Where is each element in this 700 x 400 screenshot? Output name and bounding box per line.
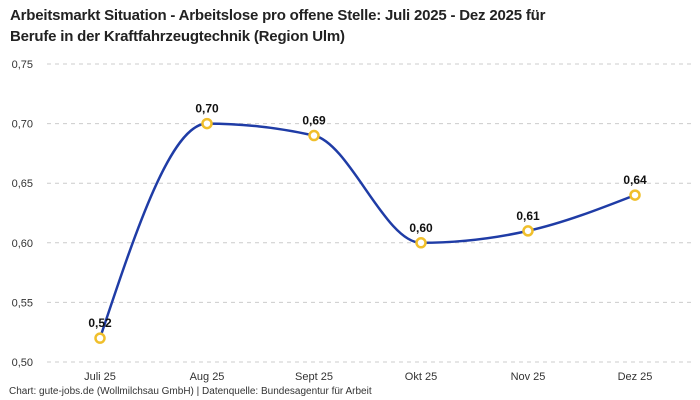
data-point-label: 0,69 xyxy=(302,114,326,128)
y-axis-tick-label: 0,75 xyxy=(12,59,33,71)
data-point-marker xyxy=(629,189,641,201)
x-axis-tick-label: Dez 25 xyxy=(618,371,653,383)
y-axis-tick-label: 0,60 xyxy=(12,238,33,250)
x-axis-tick-label: Juli 25 xyxy=(84,371,116,383)
chart-title-line2: Berufe in der Kraftfahrzeugtechnik (Regi… xyxy=(10,28,345,45)
chart-title-line1: Arbeitsmarkt Situation - Arbeitslose pro… xyxy=(10,7,546,24)
data-point-marker xyxy=(94,332,106,344)
y-axis-tick-label: 0,55 xyxy=(12,297,33,309)
x-axis-tick-label: Sept 25 xyxy=(295,371,333,383)
data-point-label: 0,61 xyxy=(516,209,540,223)
data-line xyxy=(98,122,637,340)
data-point-label: 0,52 xyxy=(88,316,112,330)
x-axis-tick-label: Okt 25 xyxy=(405,371,437,383)
data-point-marker xyxy=(522,225,534,237)
data-point-label: 0,70 xyxy=(195,102,219,116)
data-point-label: 0,60 xyxy=(409,221,433,235)
chart-title: Arbeitsmarkt Situation - Arbeitslose pro… xyxy=(10,5,690,47)
y-axis-tick-label: 0,65 xyxy=(12,178,33,190)
data-point-marker xyxy=(201,117,213,130)
data-point-marker xyxy=(415,237,427,249)
x-axis-tick-label: Nov 25 xyxy=(511,371,546,383)
y-axis-tick-label: 0,70 xyxy=(12,119,33,131)
data-point-label: 0,64 xyxy=(623,173,647,187)
data-point-marker xyxy=(308,129,320,142)
chart-footer: Chart: gute-jobs.de (Wollmilchsau GmbH) … xyxy=(9,386,372,397)
x-axis-tick-label: Aug 25 xyxy=(190,371,225,383)
y-axis-tick-label: 0,50 xyxy=(12,357,33,369)
